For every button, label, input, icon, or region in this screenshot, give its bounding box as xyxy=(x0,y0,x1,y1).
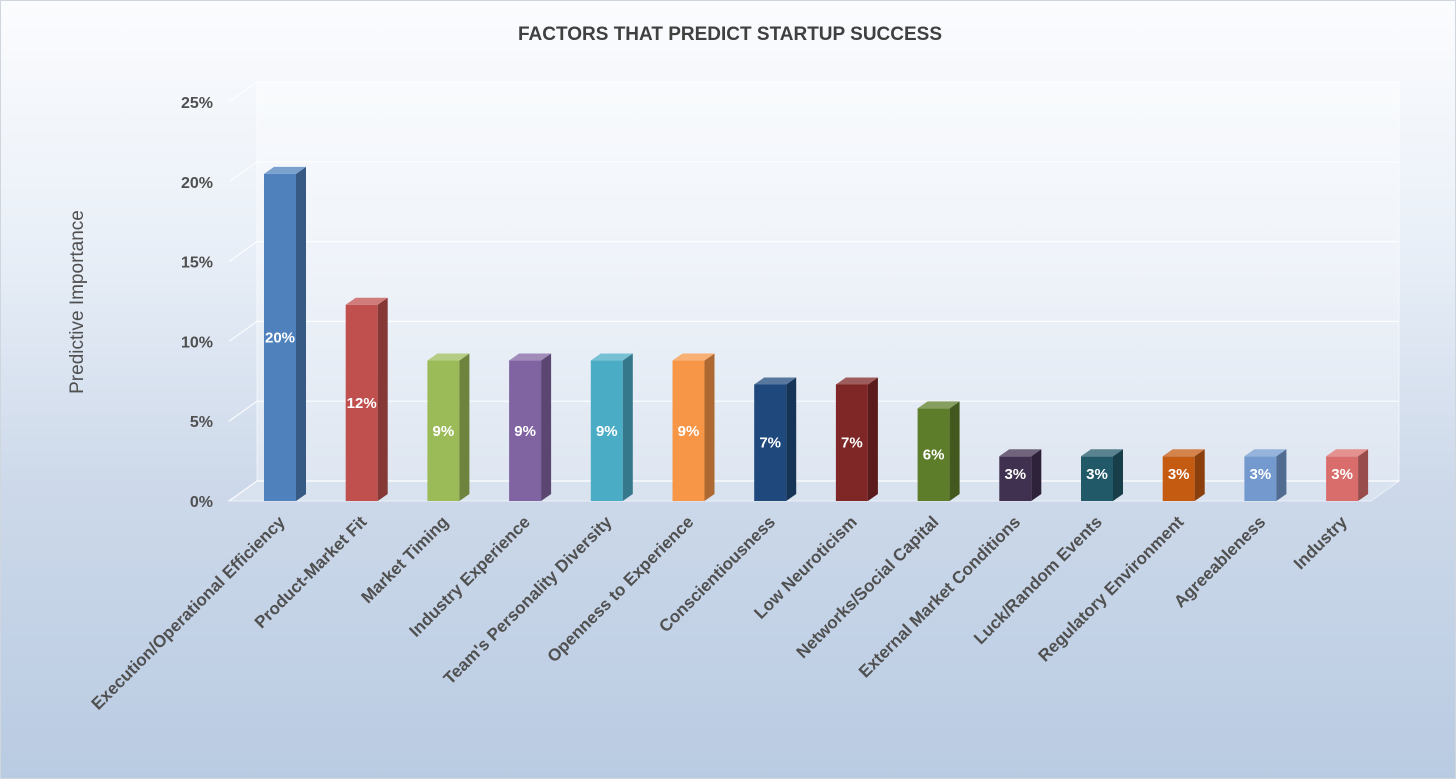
y-tick-label: 25% xyxy=(181,95,213,112)
bar-side xyxy=(867,377,878,501)
category-labels: Execution/Operational EfficiencyProduct-… xyxy=(88,512,1352,714)
bar-top xyxy=(427,353,470,361)
bar xyxy=(264,166,306,501)
bar-front xyxy=(1081,456,1113,501)
bar-side xyxy=(1031,449,1042,501)
data-labels: 20% 12% 9% 9% 9% 9% 7% 7% 6% 3% 3% 3% 3% 3% xyxy=(265,329,1353,483)
data-label: 3% xyxy=(1004,466,1026,483)
data-label: 9% xyxy=(678,423,700,440)
bar xyxy=(917,401,960,501)
plot-walls xyxy=(227,81,1401,502)
data-label: 9% xyxy=(433,423,455,440)
bar xyxy=(509,353,552,501)
bar-side xyxy=(296,166,306,501)
data-label: 7% xyxy=(759,435,781,452)
bar-top xyxy=(1162,449,1205,457)
bar-side xyxy=(541,353,552,501)
category-label: Regulatory Environment xyxy=(1034,512,1187,665)
bar-front xyxy=(999,456,1032,501)
gridline-diagonal xyxy=(228,161,258,183)
bar-side xyxy=(949,401,960,501)
y-tick-label: 0% xyxy=(190,494,213,511)
bar-side xyxy=(1276,449,1287,501)
gridline-diagonal xyxy=(228,320,258,342)
y-tick-label: 20% xyxy=(181,175,213,192)
bar xyxy=(1081,449,1123,501)
bar xyxy=(999,449,1042,501)
bar-front xyxy=(264,173,296,501)
data-label: 12% xyxy=(347,395,377,412)
bar-side xyxy=(1194,449,1205,501)
bar-front xyxy=(754,384,787,501)
data-label: 3% xyxy=(1086,466,1108,483)
data-label: 3% xyxy=(1331,466,1353,483)
data-label: 20% xyxy=(265,329,295,346)
bar xyxy=(672,353,715,501)
bar-top xyxy=(1081,449,1123,457)
y-tick-labels: 0% 5% 10% 15% 20% 25% xyxy=(181,95,213,511)
data-label: 3% xyxy=(1168,466,1190,483)
bar-top xyxy=(590,353,633,361)
bar-side xyxy=(377,297,388,501)
bar-front xyxy=(1244,456,1277,501)
bar-top xyxy=(345,297,388,305)
bar-side xyxy=(704,353,715,501)
bar-top xyxy=(754,377,797,385)
gridline-diagonal xyxy=(228,241,258,263)
category-label: Networks/Social Capital xyxy=(793,512,943,662)
gridline-diagonal xyxy=(228,400,258,422)
bar-top xyxy=(1244,449,1287,457)
bar-top xyxy=(672,353,715,361)
bar-front xyxy=(917,408,950,501)
bar xyxy=(1326,449,1369,501)
bar-top xyxy=(264,166,306,174)
category-label: Industry xyxy=(1290,512,1351,573)
bar xyxy=(835,377,878,501)
bar-side xyxy=(622,353,633,501)
y-tick-label: 5% xyxy=(190,414,213,431)
gridline-diagonal xyxy=(228,480,258,502)
data-label: 7% xyxy=(841,435,863,452)
category-label: Team's Personality Diversity xyxy=(440,512,616,688)
bar xyxy=(1244,449,1287,501)
data-label: 3% xyxy=(1250,466,1272,483)
bar-front xyxy=(1162,456,1195,501)
bar-side xyxy=(1358,449,1369,501)
bar-side xyxy=(459,353,470,501)
data-label: 9% xyxy=(514,423,536,440)
bar-top xyxy=(999,449,1042,457)
bar-front xyxy=(672,360,705,501)
bar xyxy=(345,297,388,501)
bar-front xyxy=(509,360,542,501)
bar-top xyxy=(1326,449,1369,457)
bar xyxy=(1162,449,1205,501)
bar-front xyxy=(835,384,868,501)
gridline-diagonal xyxy=(228,81,258,103)
bar-front xyxy=(427,360,460,501)
plot-floor xyxy=(227,480,1401,502)
data-label: 6% xyxy=(923,447,945,464)
bar-side xyxy=(786,377,797,501)
y-axis-label: Predictive Importance xyxy=(67,210,88,394)
bar-top xyxy=(835,377,878,385)
bar-side xyxy=(1113,449,1123,501)
y-tick-label: 10% xyxy=(181,334,213,351)
data-label: 9% xyxy=(596,423,618,440)
bar-top xyxy=(917,401,960,409)
bar-front xyxy=(345,304,378,501)
bar-front xyxy=(590,360,623,501)
bar xyxy=(427,353,470,501)
y-tick-label: 15% xyxy=(181,255,213,272)
chart-title: FACTORS THAT PREDICT STARTUP SUCCESS xyxy=(518,24,942,45)
category-label: Market Timing xyxy=(358,512,453,607)
category-label: External Market Conditions xyxy=(855,512,1024,681)
bar xyxy=(590,353,633,501)
bars xyxy=(264,166,1369,501)
bar-top xyxy=(509,353,552,361)
category-label: Openness to Experience xyxy=(544,512,698,666)
bar xyxy=(754,377,797,501)
bar-front xyxy=(1326,456,1359,501)
